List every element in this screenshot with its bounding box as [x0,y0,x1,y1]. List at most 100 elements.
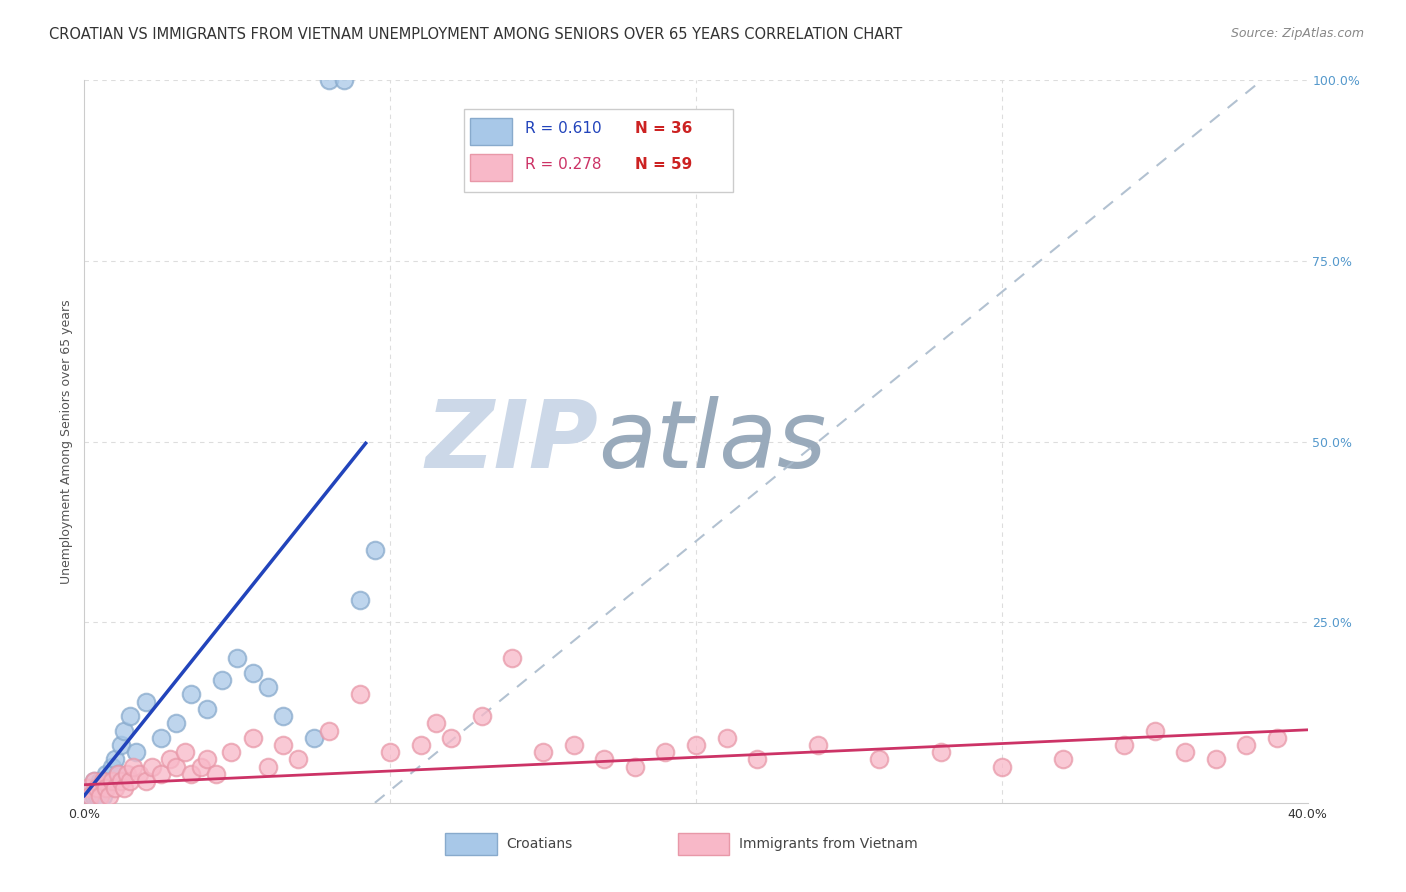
Point [165,716,187,731]
Point [287,752,309,766]
Point [86,781,108,796]
Point [101,774,124,789]
Point [593,752,616,766]
Point [685,738,707,752]
FancyBboxPatch shape [470,154,513,181]
FancyBboxPatch shape [464,109,733,193]
Point [120,774,142,789]
Point [115,767,138,781]
Point [219,745,242,759]
Point [869,752,891,766]
Point [195,752,218,766]
Point [83,789,105,803]
Text: ZIP: ZIP [425,395,598,488]
Point [120,709,142,723]
Point [91,774,114,789]
Point [101,760,124,774]
Point [79,789,101,803]
Point [165,760,187,774]
Point [135,774,157,789]
Point [94,767,117,781]
Point [1114,738,1136,752]
Point [257,680,280,694]
Point [226,651,249,665]
Point [991,760,1014,774]
Point [149,731,172,745]
Point [76,789,98,803]
Point [440,731,463,745]
Point [624,760,647,774]
Point [149,767,172,781]
Point [349,687,371,701]
Point [97,789,120,803]
Text: Immigrants from Vietnam: Immigrants from Vietnam [738,837,918,851]
Point [141,760,163,774]
Point [86,789,108,803]
Point [89,781,111,796]
Point [1205,752,1227,766]
Point [76,781,98,796]
Point [807,738,830,752]
Point [271,738,294,752]
Point [1265,731,1288,745]
Text: atlas: atlas [598,396,827,487]
Text: Source: ZipAtlas.com: Source: ZipAtlas.com [1230,27,1364,40]
Point [562,738,585,752]
Point [89,774,111,789]
Point [174,745,197,759]
Point [716,731,738,745]
Point [107,767,129,781]
FancyBboxPatch shape [470,118,513,145]
Point [302,731,325,745]
Point [195,702,218,716]
Point [318,723,340,738]
Point [271,709,294,723]
Point [257,760,280,774]
Text: R = 0.610: R = 0.610 [524,121,602,136]
FancyBboxPatch shape [678,833,728,855]
Point [531,745,554,759]
Point [83,774,105,789]
Text: N = 36: N = 36 [636,121,692,136]
Text: R = 0.278: R = 0.278 [524,157,602,172]
Text: N = 59: N = 59 [636,157,692,172]
Point [128,767,150,781]
Point [180,767,202,781]
Point [135,695,157,709]
Point [110,774,132,789]
Point [180,687,202,701]
Point [190,760,212,774]
Point [747,752,769,766]
Point [91,774,114,789]
Point [104,752,127,766]
Point [211,673,233,687]
Point [83,774,105,789]
Point [91,789,114,803]
Point [654,745,676,759]
Point [205,767,228,781]
Point [349,593,371,607]
Point [97,774,120,789]
Point [502,651,524,665]
Point [107,767,129,781]
Point [242,731,264,745]
Point [122,760,145,774]
Point [471,709,494,723]
Point [318,73,340,87]
Point [242,665,264,680]
Point [333,73,356,87]
Point [110,738,132,752]
Point [79,781,101,796]
Point [409,738,432,752]
Point [94,781,117,796]
Y-axis label: Unemployment Among Seniors over 65 years: Unemployment Among Seniors over 65 years [60,299,73,584]
Point [112,723,135,738]
Point [364,542,387,557]
Point [1143,723,1166,738]
Point [425,716,447,731]
Point [159,752,181,766]
FancyBboxPatch shape [446,833,496,855]
Point [112,781,135,796]
Point [79,789,101,803]
Point [125,745,148,759]
